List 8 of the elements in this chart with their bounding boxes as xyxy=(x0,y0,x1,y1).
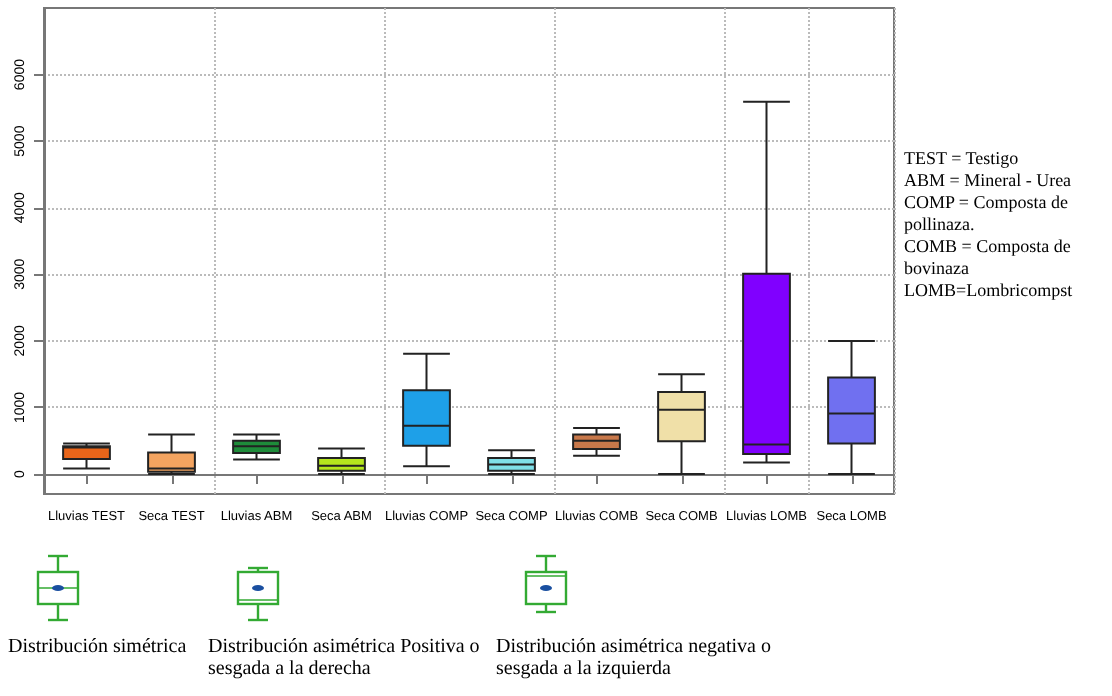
text: Distribución simétrica xyxy=(8,636,189,658)
text: TEST = Testigo xyxy=(904,148,1021,170)
text: COMP = Composta de pollinaza. xyxy=(904,192,1070,236)
text: Distribución asimétrica Positiva o sesgada a la derecha xyxy=(208,636,482,680)
text: ABM = Mineral - Urea xyxy=(904,170,1074,192)
text: Distribución asimétrica negativa o sesgada a la izquierda xyxy=(496,636,773,680)
text: LOMB=Lombricompst xyxy=(904,280,1075,302)
text: COMB = Composta de bovinaza xyxy=(904,236,1073,280)
